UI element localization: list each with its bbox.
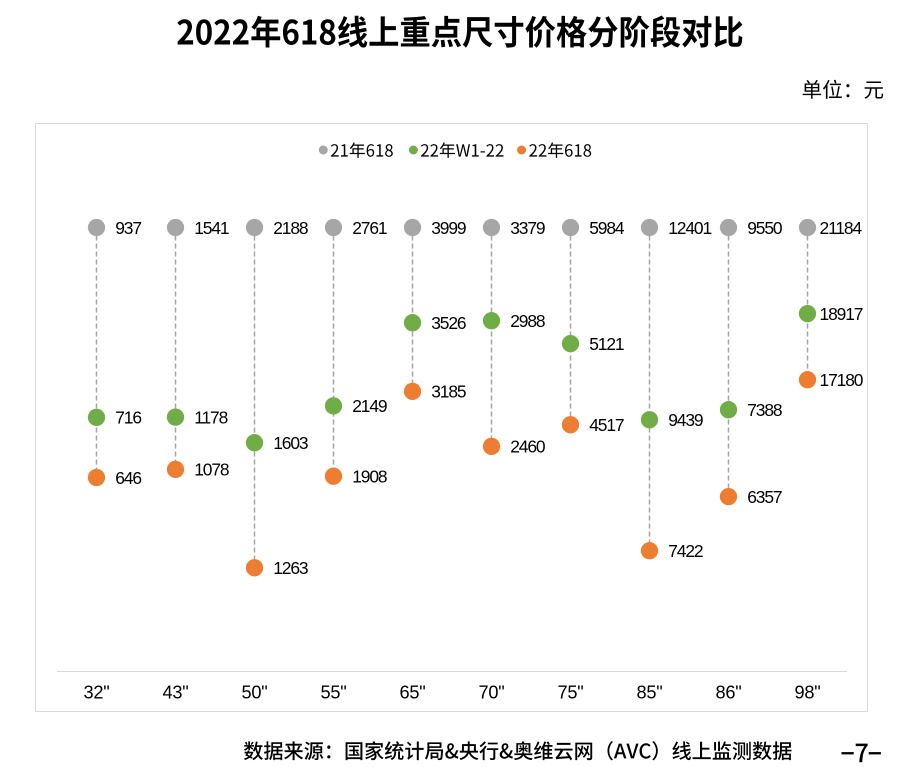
svg-text:65": 65" — [399, 682, 425, 702]
svg-text:12401: 12401 — [668, 218, 711, 238]
svg-text:43": 43" — [162, 682, 188, 702]
svg-text:3999: 3999 — [431, 218, 466, 238]
svg-text:1541: 1541 — [194, 218, 229, 238]
svg-text:21184: 21184 — [820, 218, 863, 238]
svg-text:937: 937 — [115, 218, 141, 238]
svg-text:1178: 1178 — [194, 407, 227, 427]
svg-text:9550: 9550 — [747, 218, 782, 238]
svg-text:75": 75" — [557, 682, 583, 702]
svg-text:1263: 1263 — [273, 558, 308, 578]
svg-text:5121: 5121 — [589, 334, 624, 354]
svg-text:1603: 1603 — [273, 433, 308, 453]
svg-text:3526: 3526 — [431, 313, 466, 333]
svg-text:3379: 3379 — [510, 218, 545, 238]
svg-text:2761: 2761 — [352, 218, 387, 238]
svg-text:2460: 2460 — [510, 437, 545, 457]
svg-text:70": 70" — [478, 682, 504, 702]
svg-text:1908: 1908 — [352, 467, 387, 487]
svg-text:9439: 9439 — [668, 410, 703, 430]
svg-text:716: 716 — [115, 408, 141, 428]
svg-text:50": 50" — [241, 682, 267, 702]
svg-text:4517: 4517 — [589, 415, 624, 435]
svg-text:7422: 7422 — [668, 541, 703, 561]
svg-text:2988: 2988 — [510, 311, 545, 331]
svg-text:17180: 17180 — [820, 370, 863, 390]
svg-text:2149: 2149 — [352, 396, 387, 416]
svg-text:86": 86" — [715, 682, 741, 702]
svg-text:3185: 3185 — [431, 382, 466, 402]
svg-text:5984: 5984 — [589, 218, 625, 238]
svg-text:18917: 18917 — [820, 304, 863, 324]
svg-text:85": 85" — [636, 682, 662, 702]
svg-text:32": 32" — [83, 682, 109, 702]
svg-text:6357: 6357 — [747, 487, 782, 507]
svg-text:55": 55" — [320, 682, 346, 702]
svg-text:646: 646 — [115, 468, 141, 488]
svg-text:7388: 7388 — [747, 400, 782, 420]
svg-text:98": 98" — [794, 682, 820, 702]
svg-text:1078: 1078 — [194, 460, 229, 480]
svg-text:2188: 2188 — [273, 218, 308, 238]
